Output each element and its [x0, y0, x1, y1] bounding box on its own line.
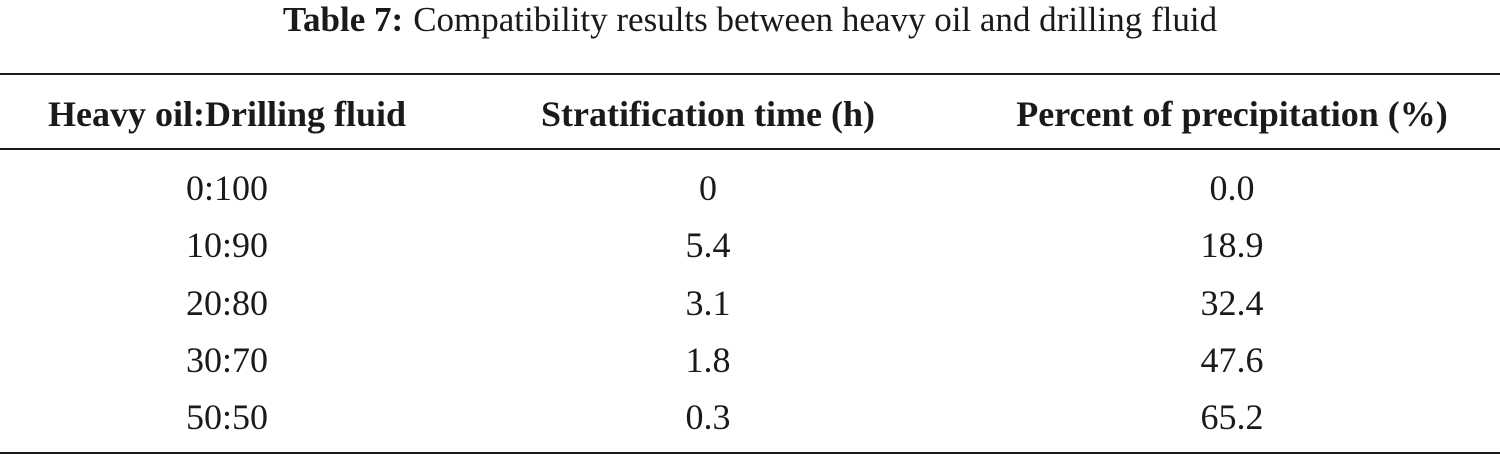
column-header: Heavy oil:Drilling fluid	[47, 94, 407, 134]
table-cell: 0	[699, 168, 717, 208]
caption-text: Compatibility results between heavy oil …	[413, 0, 1218, 39]
table-cell: 18.9	[1200, 225, 1264, 266]
table-cell: 0:100	[185, 168, 269, 208]
table-cell: 3.1	[685, 282, 731, 323]
table-cell: 32.4	[1200, 282, 1264, 323]
table-cell: 1.8	[685, 339, 731, 380]
table-cell: 30:70	[185, 339, 269, 380]
table-cell: 20:80	[185, 282, 269, 323]
top-rule	[0, 73, 1500, 75]
column-header: Percent of precipitation (%)	[1016, 94, 1448, 134]
bottom-rule	[0, 452, 1500, 454]
column-header: Stratification time (h)	[541, 94, 875, 134]
table-cell: 0.0	[1209, 168, 1255, 208]
table-cell: 50:50	[185, 397, 269, 438]
table-cell: 0.3	[685, 397, 731, 438]
table-caption: Table 7: Compatibility results between he…	[0, 0, 1500, 40]
caption-label: Table 7:	[282, 0, 404, 39]
table-cell: 5.4	[685, 225, 731, 266]
table-cell: 10:90	[185, 225, 269, 266]
table-cell: 47.6	[1200, 339, 1264, 380]
header-rule	[0, 148, 1500, 150]
table-cell: 65.2	[1200, 397, 1264, 438]
